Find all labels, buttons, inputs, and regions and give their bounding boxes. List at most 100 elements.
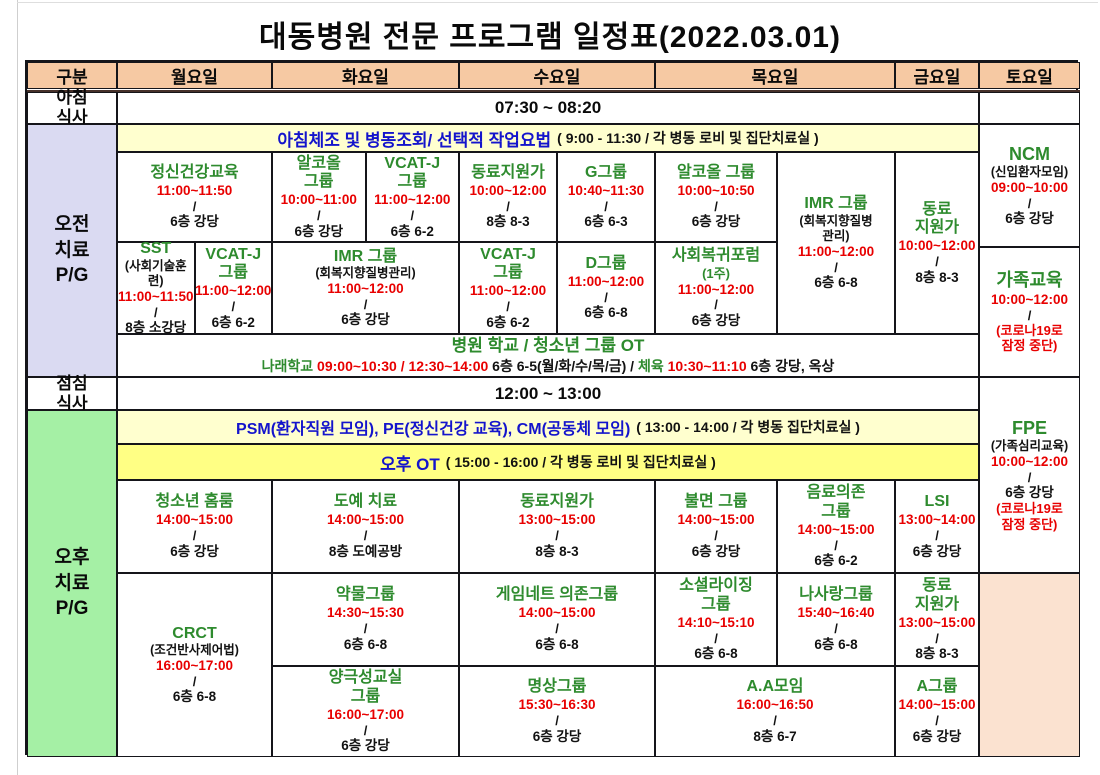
header-day-friday: 금요일 bbox=[895, 62, 979, 89]
cell-sat-blank-top bbox=[979, 92, 1080, 124]
program-time: 15:40~16:40 bbox=[797, 605, 875, 621]
program-time: 16:00~17:00 bbox=[327, 706, 404, 722]
program-location: 6층 6-2 bbox=[814, 553, 858, 569]
program-name: 청소년 홈룸 bbox=[155, 493, 234, 511]
header-day-thursday: 목요일 bbox=[655, 62, 895, 89]
program-location: 6층 6-8 bbox=[584, 305, 628, 321]
cell-am-wed-vcatj-group: VCAT-J 그룹 11:00~12:00/6층 6-2 bbox=[459, 242, 557, 334]
program-time: 14:10~15:10 bbox=[677, 614, 755, 630]
program-time: 14:00~15:00 bbox=[898, 697, 976, 713]
program-subtitle: (1주) bbox=[702, 266, 730, 282]
program-name: 명상그룹 bbox=[527, 678, 587, 696]
cell-pm-tue-bipolar-class: 양극성교실 그룹 16:00~17:00/6층 강당 bbox=[272, 666, 459, 757]
program-location: 6층 강당 bbox=[912, 543, 962, 559]
cell-am-thu-rehab-forum: 사회복귀포럼 (1주) 11:00~12:00/6층 강당 bbox=[655, 242, 777, 334]
morning-ot-banner: 아침체조 및 병동조회/ 선택적 작업요법 ( 9:00 - 11:30 / 각… bbox=[117, 124, 979, 152]
program-location: 6층 강당 bbox=[912, 728, 962, 744]
program-time: 15:30~16:30 bbox=[518, 697, 596, 713]
hospital-school-row: 병원 학교 / 청소년 그룹 OT 나래학교 09:00~10:30 / 12:… bbox=[117, 334, 979, 377]
text-segment: 체육 bbox=[637, 358, 668, 375]
section-label-morning-therapy: 오전 치료 P/G bbox=[27, 124, 117, 377]
program-name: 소셜라이징 그룹 bbox=[679, 577, 753, 613]
separator: / bbox=[363, 528, 368, 544]
school-title: 병원 학교 / 청소년 그룹 OT bbox=[451, 336, 645, 356]
separator: / bbox=[506, 299, 510, 315]
program-time: 16:00~16:50 bbox=[736, 697, 814, 713]
program-location: 6층 6-8 bbox=[694, 646, 738, 662]
program-name: IMR 그룹 bbox=[804, 195, 868, 213]
program-subtitle: (회복지향질병관리) bbox=[315, 266, 416, 281]
cell-sat-ncm: NCM (신입환자모임) 09:00~10:00/6층 강당 bbox=[979, 124, 1080, 247]
program-time: 11:00~11:50 bbox=[118, 288, 194, 304]
separator: / bbox=[410, 208, 415, 224]
program-location: 8층 소강당 bbox=[125, 319, 187, 335]
banner-info: ( 15:00 - 16:00 / 각 병동 로비 및 집단치료실 ) bbox=[445, 454, 716, 470]
cell-am-wed-g-group: G그룹 10:40~11:30/6층 6-3 bbox=[557, 152, 655, 242]
separator: / bbox=[555, 621, 559, 637]
separator: / bbox=[935, 713, 939, 729]
header-day-monday: 월요일 bbox=[117, 62, 272, 89]
program-location: 8층 6-7 bbox=[753, 728, 797, 744]
text-segment: 10:30~11:10 bbox=[667, 358, 747, 375]
program-time: 13:00~14:00 bbox=[898, 512, 976, 528]
program-subtitle: (회복지향질병 관리) bbox=[799, 214, 873, 243]
cell-am-mon-sst: SST (사회기술훈련) 11:00~11:50/8층 소강당 bbox=[117, 240, 195, 335]
text-segment: 나래학교 bbox=[261, 358, 318, 375]
cell-pm-fri-peer-supporter: 동료 지원가 13:00~15:00/8층 8-3 bbox=[895, 573, 979, 666]
page-title: 대동병원 전문 프로그램 일정표(2022.03.01) bbox=[259, 21, 841, 54]
program-name: 알코올 그룹 bbox=[676, 163, 756, 181]
program-time: 10:00~12:00 bbox=[898, 238, 976, 254]
cell-am-wed-peer-supporter: 동료지원가 10:00~12:00/8층 8-3 bbox=[459, 152, 557, 242]
cell-am-fri-peer-supporter: 동료 지원가 10:00~12:00/8층 8-3 bbox=[895, 152, 979, 334]
program-name: 음료의존 그룹 bbox=[806, 484, 866, 520]
program-subtitle: (신입환자모임) bbox=[990, 165, 1069, 180]
program-name: VCAT-J 그룹 bbox=[384, 154, 441, 191]
program-time: 11:00~12:00 bbox=[327, 281, 404, 297]
program-time: 14:00~15:00 bbox=[797, 521, 875, 537]
cell-pm-fri-a-group: A그룹 14:00~15:00/6층 강당 bbox=[895, 666, 979, 757]
program-location: 8층 8-3 bbox=[535, 543, 579, 559]
program-time: 11:00~12:00 bbox=[797, 243, 875, 259]
program-name: A.A모임 bbox=[746, 678, 804, 696]
program-note: (코로나19로 잠정 중단) bbox=[996, 501, 1063, 532]
cell-am-tue-vcatj-group: VCAT-J 그룹 11:00~12:00/6층 6-2 bbox=[365, 152, 459, 242]
page-edge-line bbox=[17, 0, 18, 775]
program-name: A그룹 bbox=[916, 678, 958, 696]
cell-pm-wed-meditation-group: 명상그룹 15:30~16:30/6층 강당 bbox=[459, 666, 655, 757]
section-label-afternoon-therapy: 오후 치료 P/G bbox=[27, 410, 117, 757]
program-time: 11:00~12:00 bbox=[195, 283, 272, 299]
program-location: 8층 8-3 bbox=[915, 269, 959, 285]
program-name: 나사랑그룹 bbox=[799, 586, 873, 604]
program-name: D그룹 bbox=[585, 254, 627, 272]
banner-text: PSM(환자직원 모임), PE(정신건강 교육), CM(공동체 모임) bbox=[236, 421, 631, 438]
program-time: 14:30~15:30 bbox=[327, 605, 404, 621]
program-time: 16:00~17:00 bbox=[156, 658, 233, 674]
program-location: 6층 강당 bbox=[1005, 485, 1054, 501]
program-name: VCAT-J 그룹 bbox=[205, 245, 262, 282]
separator: / bbox=[316, 208, 321, 224]
banner-info: ( 13:00 - 14:00 / 각 병동 집단치료실 ) bbox=[636, 419, 860, 435]
program-time: 11:00~12:00 bbox=[677, 281, 755, 297]
program-location: 6층 6-8 bbox=[172, 689, 217, 705]
text-segment: 6층 6-5(월/화/수/목/금) / bbox=[488, 358, 638, 375]
program-location: 8층 8-3 bbox=[915, 646, 959, 662]
program-time: 14:00~15:00 bbox=[677, 512, 755, 528]
separator: / bbox=[834, 259, 838, 275]
separator: / bbox=[363, 621, 368, 637]
program-location: 6층 강당 bbox=[170, 214, 219, 230]
program-name: 불면 그룹 bbox=[684, 493, 748, 511]
program-name: NCM bbox=[1009, 143, 1050, 164]
separator: / bbox=[1027, 195, 1032, 211]
program-time: 11:00~12:00 bbox=[374, 192, 451, 208]
program-location: 6층 6-8 bbox=[535, 636, 579, 652]
separator: / bbox=[714, 297, 718, 313]
cell-am-tue-imr-group: IMR 그룹 (회복지향질병관리) 11:00~12:00/6층 강당 bbox=[272, 242, 459, 334]
separator: / bbox=[1027, 307, 1032, 323]
cell-am-wed-d-group: D그룹 11:00~12:00/6층 6-8 bbox=[557, 242, 655, 334]
cell-am-mon-vcatj-group: VCAT-J 그룹 11:00~12:00/6층 6-2 bbox=[194, 242, 272, 334]
separator: / bbox=[935, 254, 939, 270]
separator: / bbox=[604, 289, 608, 305]
program-subtitle: (사회기술훈련) bbox=[124, 259, 187, 288]
program-time: 13:00~15:00 bbox=[898, 614, 976, 630]
